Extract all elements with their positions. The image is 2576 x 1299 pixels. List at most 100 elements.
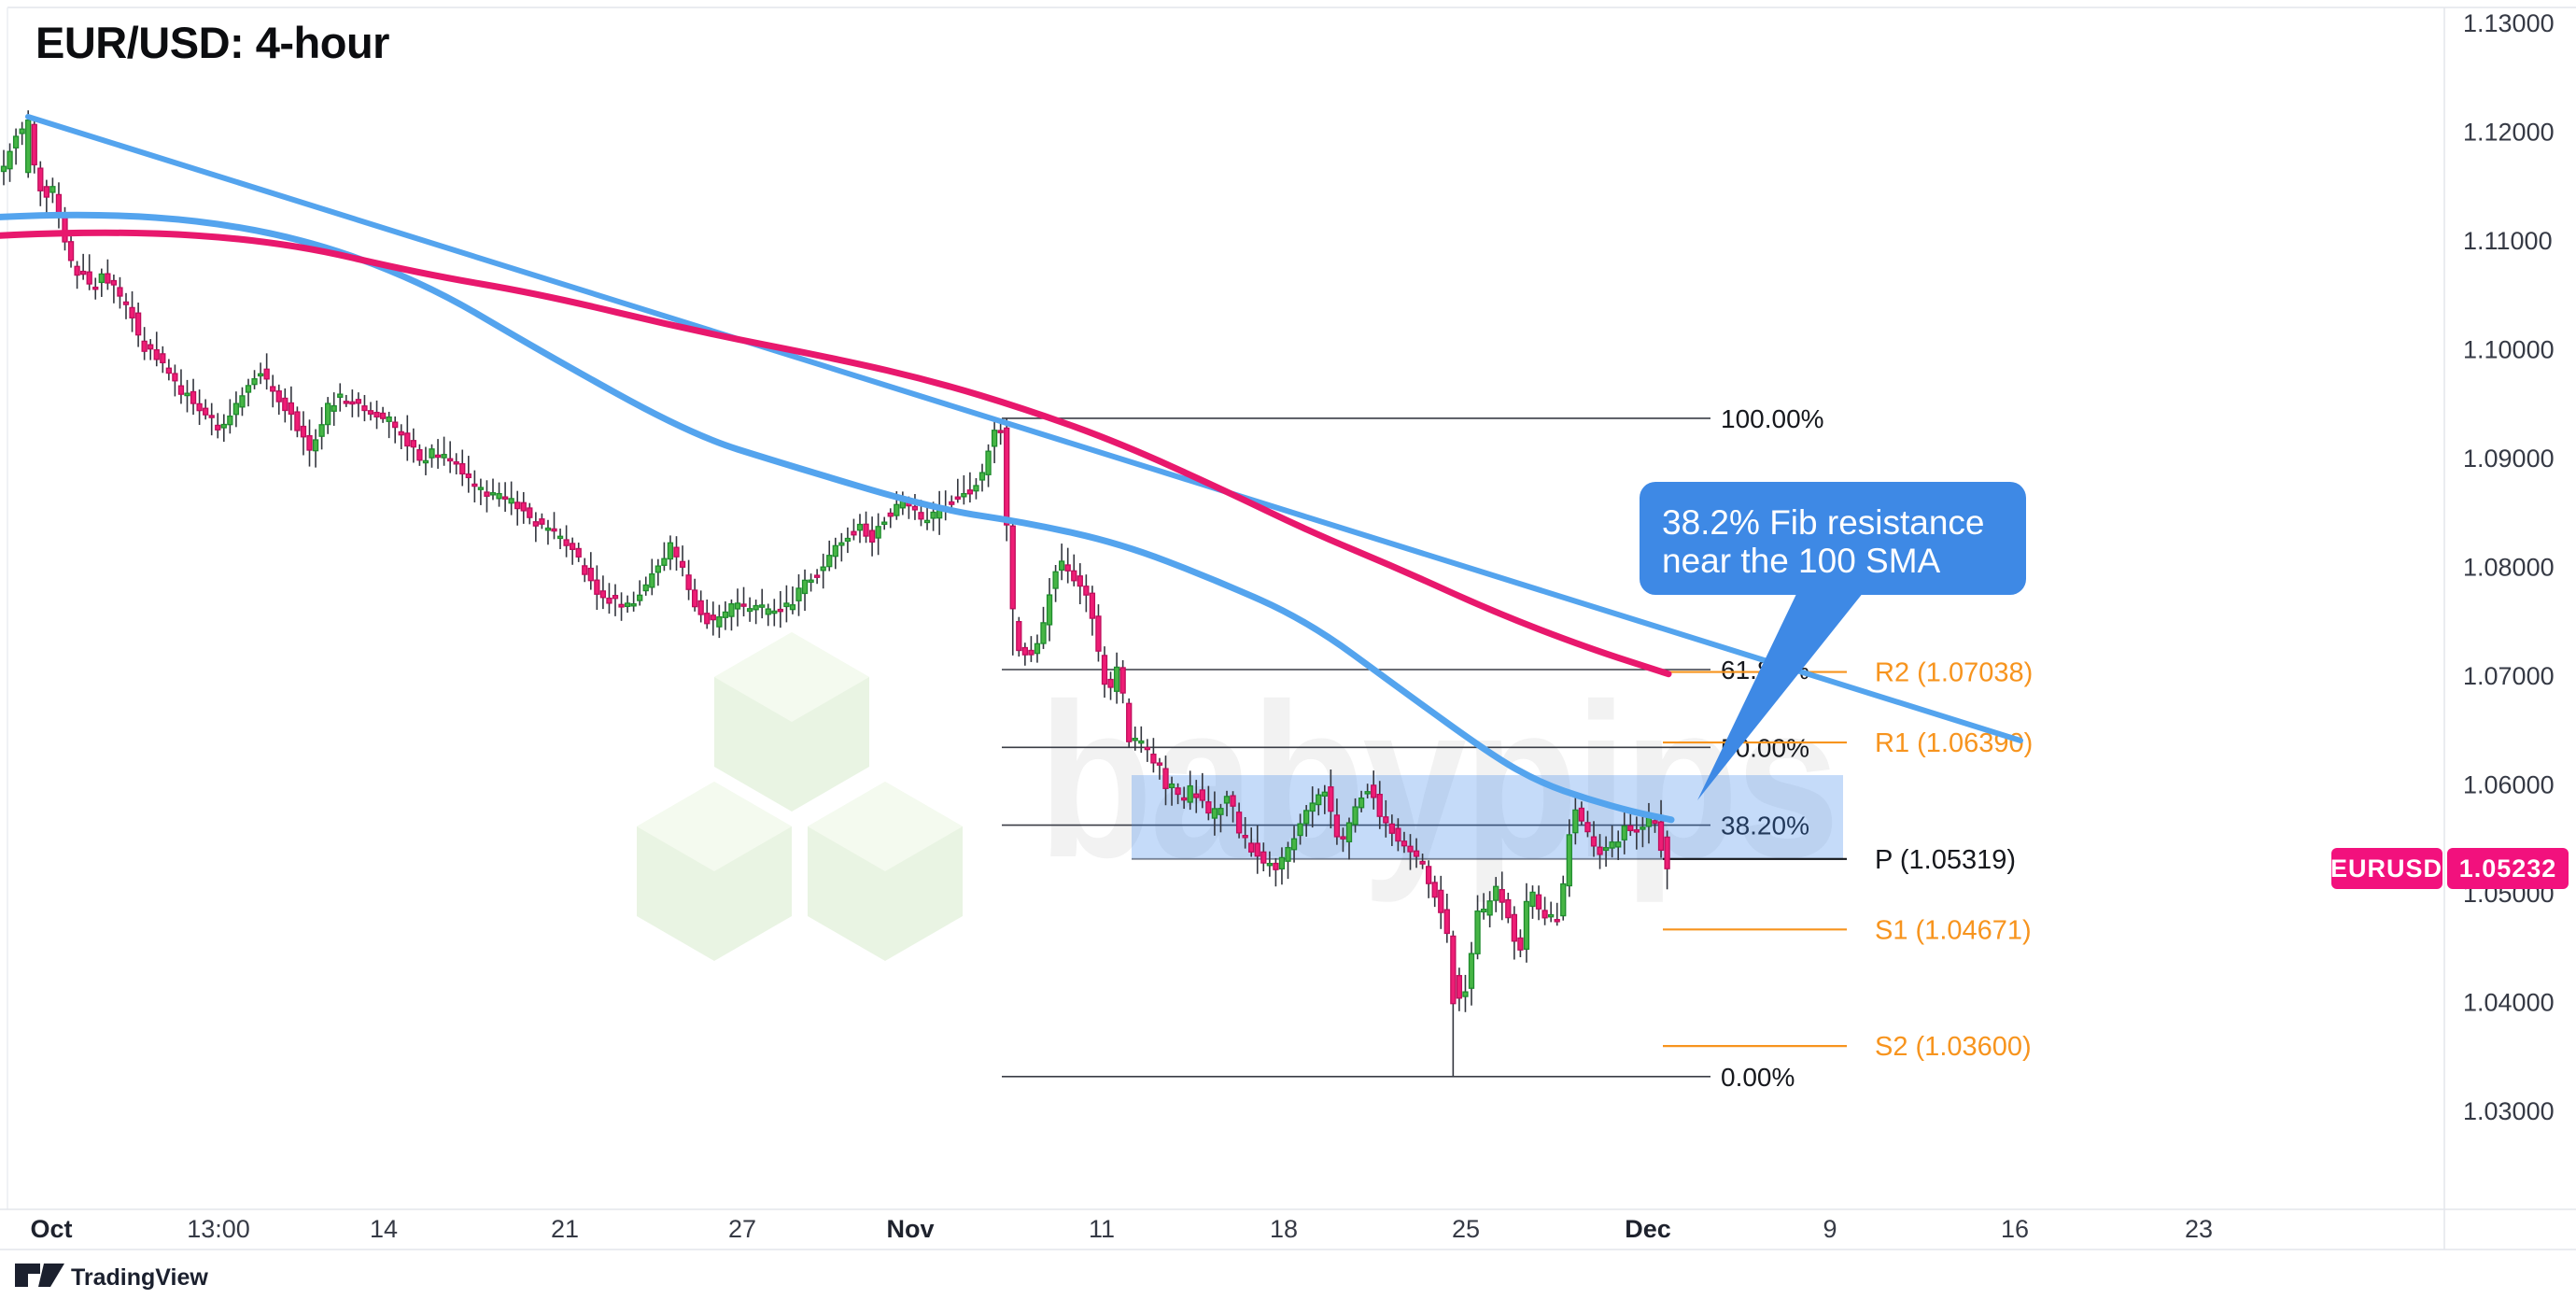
candle-up (961, 492, 967, 498)
last-price-value-badge (2447, 848, 2569, 889)
overlay-lines[interactable] (0, 113, 2023, 824)
candle-down (1095, 615, 1102, 652)
time-axis[interactable]: Oct 13:00 14 21 27 Nov 11 18 25 Dec 9 16 23 (30, 1215, 2213, 1243)
candle-down (37, 167, 44, 191)
candle-up (722, 611, 729, 618)
candle-down (527, 507, 533, 518)
candle-down (679, 560, 686, 568)
candle-down (1009, 525, 1016, 610)
pivot-point-levels[interactable]: R2 (1.07038) R1 (1.06390) P (1.05319) S1 (1… (1663, 658, 2033, 1063)
time-tick-label: 9 (1823, 1215, 1837, 1243)
candle-down (966, 489, 974, 495)
candle-up (477, 487, 485, 490)
candle-up (1321, 791, 1328, 798)
candle-down (1590, 836, 1598, 847)
candle-up (1303, 810, 1310, 825)
candle-up (1297, 823, 1303, 837)
candle-up (1040, 622, 1047, 644)
pivot-level-label: S1 (1.04671) (1875, 915, 2032, 945)
candle-down (1505, 898, 1512, 919)
candle-down (1376, 793, 1383, 817)
candle-down (594, 579, 600, 595)
candle-up (1278, 856, 1286, 870)
candle-down (887, 512, 894, 517)
candle-down (1199, 789, 1205, 801)
price-tick-label: 1.07000 (2463, 662, 2555, 690)
candle-up (991, 430, 998, 447)
last-price-value-text: 1.05232 (2459, 854, 2557, 882)
candle-up (1548, 913, 1555, 918)
candle-down (520, 501, 527, 512)
candle-down (1260, 851, 1267, 864)
watermark-cube-top (808, 782, 963, 871)
candle-down (1273, 862, 1279, 870)
candle-up (808, 579, 814, 584)
candle-down (1597, 846, 1603, 855)
candle-up (1560, 882, 1567, 917)
candle-up (1640, 826, 1646, 830)
candle-down (105, 273, 111, 284)
candle-up (1609, 841, 1615, 849)
candle-up (838, 542, 845, 546)
candle-down (599, 590, 607, 599)
candle-down (1089, 592, 1096, 619)
time-tick-label: Dec (1625, 1215, 1671, 1243)
callout-box (1640, 482, 2026, 595)
candle-down (1028, 649, 1035, 656)
candle-down (1578, 807, 1585, 822)
candle-up (1132, 738, 1138, 741)
candle-up (978, 472, 986, 481)
time-tick-label: 13:00 (187, 1215, 250, 1243)
price-tick-label: 1.03000 (2463, 1097, 2555, 1125)
candle-down (177, 385, 185, 395)
candle-down (1235, 812, 1243, 834)
candle-up (642, 584, 649, 592)
candle-up (728, 602, 735, 617)
candle-down (1107, 678, 1114, 688)
last-price-symbol-text: EURUSD (2330, 854, 2442, 882)
callout-text-line1: 38.2% Fib resistance (1662, 503, 1985, 542)
descending-trendline[interactable] (25, 113, 2023, 743)
candle-down (416, 448, 423, 461)
candle-down (1126, 702, 1133, 742)
candle-down (1535, 894, 1542, 910)
candle-up (649, 573, 655, 588)
candle-up (19, 128, 25, 134)
candle-down (74, 265, 80, 276)
candle-down (1499, 889, 1505, 903)
candle-up (1266, 862, 1273, 867)
candle-down (67, 241, 75, 261)
candle-down (410, 440, 417, 448)
price-axis[interactable]: 1.13000 1.12000 1.11000 1.10000 1.09000 1.080… (2463, 9, 2555, 1125)
candle-down (1248, 842, 1255, 853)
last-price-symbol-badge (2331, 848, 2442, 889)
candle-up (441, 454, 447, 459)
candle-down (1371, 784, 1377, 798)
candle-up (783, 602, 790, 608)
candle-up (1358, 797, 1365, 809)
candle-down (484, 491, 490, 497)
candle-down (1242, 835, 1248, 839)
candle-up (1615, 841, 1622, 848)
tradingview-attribution[interactable]: TradingView (15, 1264, 208, 1291)
candle-down (575, 547, 582, 558)
candle-up (973, 485, 979, 492)
candle-up (1211, 808, 1218, 819)
candle-down (1175, 787, 1181, 796)
candle-up (429, 448, 435, 459)
price-tick-label: 1.11000 (2463, 227, 2553, 255)
candle-up (795, 587, 802, 601)
candle-down (1144, 746, 1150, 751)
candle-up (25, 120, 32, 174)
candle-down (165, 367, 173, 374)
callout-annotation[interactable]: 38.2% Fib resistance near the 100 SMA (1640, 482, 2026, 800)
candle-up (312, 439, 319, 452)
sma-200-line[interactable] (0, 229, 1672, 678)
candle-down (1419, 860, 1426, 865)
candle-up (227, 415, 233, 426)
candle-down (740, 603, 747, 607)
candle-down (355, 399, 362, 404)
candle-down (294, 411, 301, 431)
candle-up (655, 565, 661, 573)
